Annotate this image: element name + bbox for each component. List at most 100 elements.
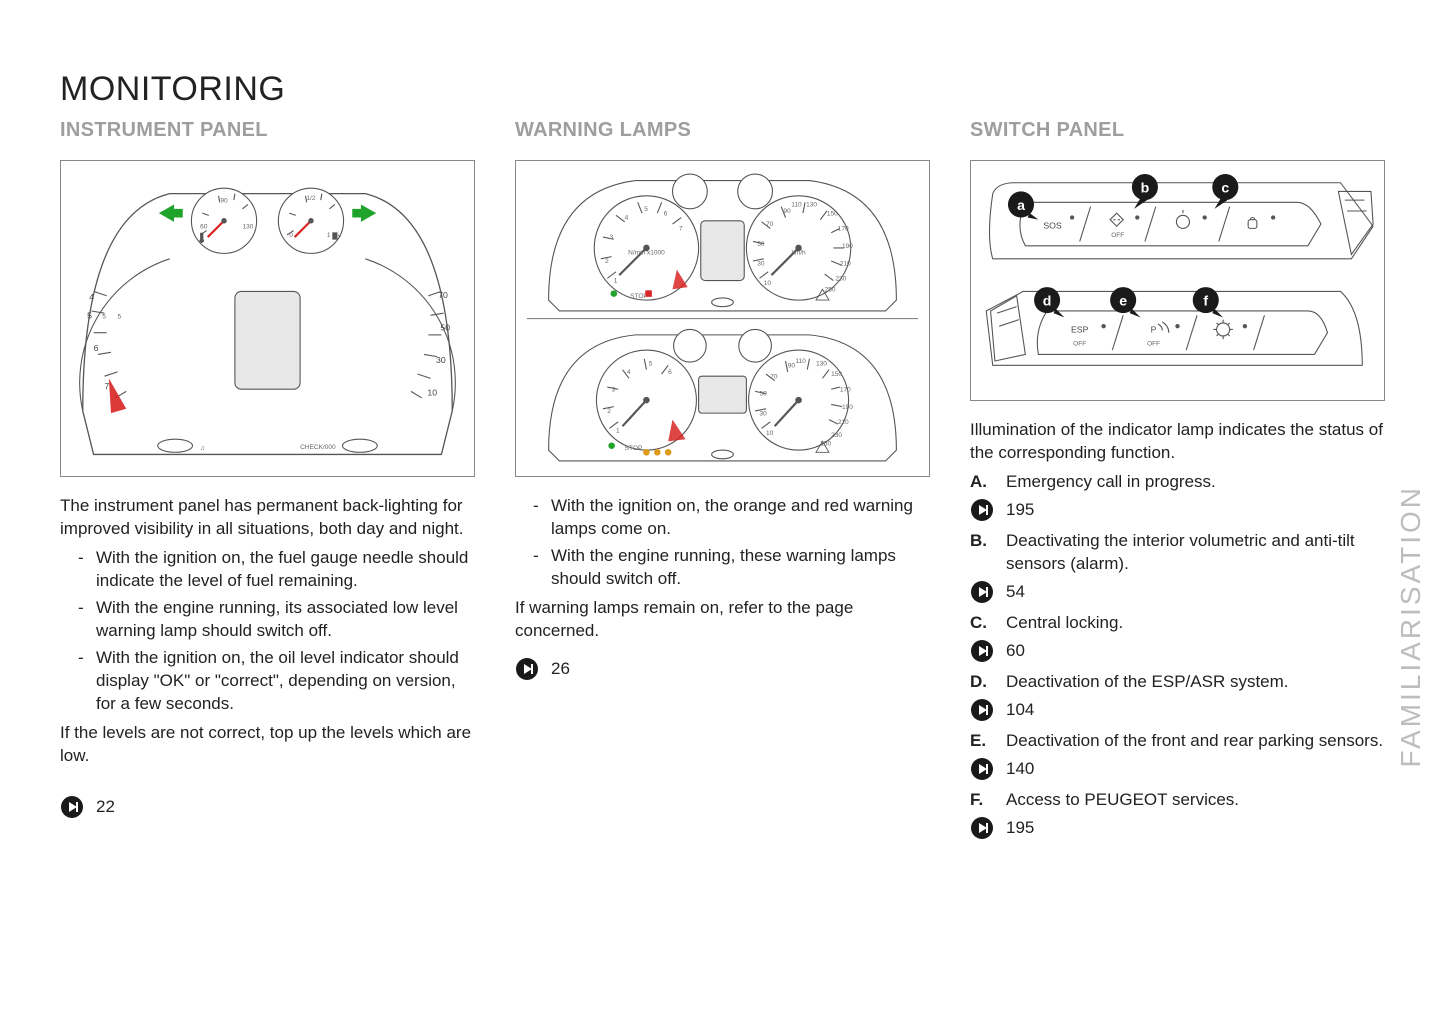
side-tab: FAMILIARISATION [1395,485,1427,768]
svg-text:1: 1 [616,428,620,435]
pageref-num: 60 [1006,641,1025,661]
svg-text:150: 150 [831,371,842,378]
switch-intro: Illumination of the indicator lamp indic… [970,419,1385,465]
warning-bullets: With the ignition on, the orange and red… [515,495,930,591]
svg-text:5: 5 [102,314,106,321]
svg-text:130: 130 [243,223,254,230]
instrument-bullets: With the ignition on, the fuel gauge nee… [60,547,475,716]
instrument-outro: If the levels are not correct, top up th… [60,722,475,768]
svg-text:ESP: ESP [1071,325,1089,335]
svg-text:e: e [1119,293,1127,309]
pageref-icon [970,757,994,781]
pageref-e: 140 [970,757,1385,781]
pageref-c: 60 [970,639,1385,663]
svg-text:1: 1 [614,278,618,285]
bullet: With the engine running, these warning l… [515,545,930,591]
bullet: With the ignition on, the fuel gauge nee… [60,547,475,593]
bullet: With the ignition on, the oil level indi… [60,647,475,716]
svg-text:4: 4 [625,215,629,222]
switch-item-b: B.Deactivating the interior volumetric a… [970,530,1385,576]
switch-item-e: E.Deactivation of the front and rear par… [970,730,1385,753]
switch-list: A.Emergency call in progress. [970,471,1385,494]
svg-text:190: 190 [842,404,853,411]
svg-text:50: 50 [759,391,767,398]
svg-text:CHECK/000: CHECK/000 [300,444,336,451]
heading-instrument-panel: INSTRUMENT PANEL [60,119,475,142]
pageref-icon [60,795,84,819]
svg-text:P: P [1151,325,1157,335]
svg-text:50: 50 [757,241,765,248]
svg-text:N/min x1000: N/min x1000 [628,249,665,256]
svg-text:50: 50 [440,323,450,333]
page-title: MONITORING [60,70,1385,109]
switch-item-a: A.Emergency call in progress. [970,471,1385,494]
pageref-num: 104 [1006,700,1034,720]
svg-text:5: 5 [649,360,653,367]
pageref-num: 195 [1006,818,1034,838]
svg-text:c: c [1221,180,1229,196]
svg-text:230: 230 [831,432,842,439]
svg-text:210: 210 [840,260,851,267]
svg-text:3: 3 [609,234,613,241]
svg-text:170: 170 [838,226,849,233]
svg-text:210: 210 [838,419,849,426]
instrument-panel-svg: 90 1/2 0 1 [61,161,474,476]
switch-panel-svg: SOS OFF a b c [971,161,1384,400]
svg-text:STOP: STOP [630,293,648,300]
svg-text:10: 10 [764,280,772,287]
svg-text:110: 110 [791,202,802,209]
svg-text:b: b [1141,180,1150,196]
svg-text:SOS: SOS [1043,220,1062,230]
switch-item-d: D.Deactivation of the ESP/ASR system. [970,671,1385,694]
svg-text:30: 30 [757,260,765,267]
switch-item-c: C.Central locking. [970,612,1385,635]
svg-text:STOP: STOP [625,445,643,452]
col-instrument-panel: INSTRUMENT PANEL [60,119,475,848]
svg-text:4: 4 [627,369,631,376]
pageref-d: 104 [970,698,1385,722]
svg-text:1: 1 [327,232,331,239]
bullet: With the ignition on, the orange and red… [515,495,930,541]
svg-text:a: a [1017,197,1025,213]
svg-text:6: 6 [668,369,672,376]
svg-text:4: 4 [89,292,94,302]
svg-text:km/h: km/h [792,249,806,256]
pageref-num: 26 [551,659,570,679]
pageref-icon [970,580,994,604]
svg-text:1/2: 1/2 [306,195,315,202]
pageref-num: 54 [1006,582,1025,602]
pageref-26: 26 [515,657,930,681]
pageref-icon [970,639,994,663]
svg-text:150: 150 [827,210,838,217]
pageref-num: 140 [1006,759,1034,779]
figure-instrument-panel: 90 1/2 0 1 [60,160,475,477]
svg-text:7: 7 [104,381,109,391]
warning-lamps-svg: 1 2 3 4 5 6 7 N/min x1000 [516,161,929,476]
figure-switch-panel: SOS OFF a b c [970,160,1385,401]
svg-text:6: 6 [94,343,99,353]
pageref-num: 195 [1006,500,1034,520]
pageref-num: 22 [96,797,115,817]
svg-text:170: 170 [840,386,851,393]
svg-text:60: 60 [200,223,208,230]
svg-text:6: 6 [664,210,668,217]
pageref-22: 22 [60,795,475,819]
svg-text:130: 130 [816,360,827,367]
svg-text:250: 250 [825,286,836,293]
warning-outro: If warning lamps remain on, refer to the… [515,597,930,643]
svg-text:90: 90 [220,197,228,204]
svg-text:OFF: OFF [1073,341,1086,348]
pageref-f: 195 [970,816,1385,840]
svg-text:70: 70 [766,221,774,228]
heading-warning-lamps: WARNING LAMPS [515,119,930,142]
svg-text:OFF: OFF [1111,232,1124,239]
svg-text:30: 30 [759,410,767,417]
pageref-b: 54 [970,580,1385,604]
svg-text:10: 10 [427,388,437,398]
svg-text:f: f [1203,293,1208,309]
svg-text:110: 110 [796,358,807,365]
pageref-icon [970,816,994,840]
svg-text:5: 5 [644,206,648,213]
svg-text:90: 90 [788,362,796,369]
svg-text:2: 2 [605,258,609,265]
